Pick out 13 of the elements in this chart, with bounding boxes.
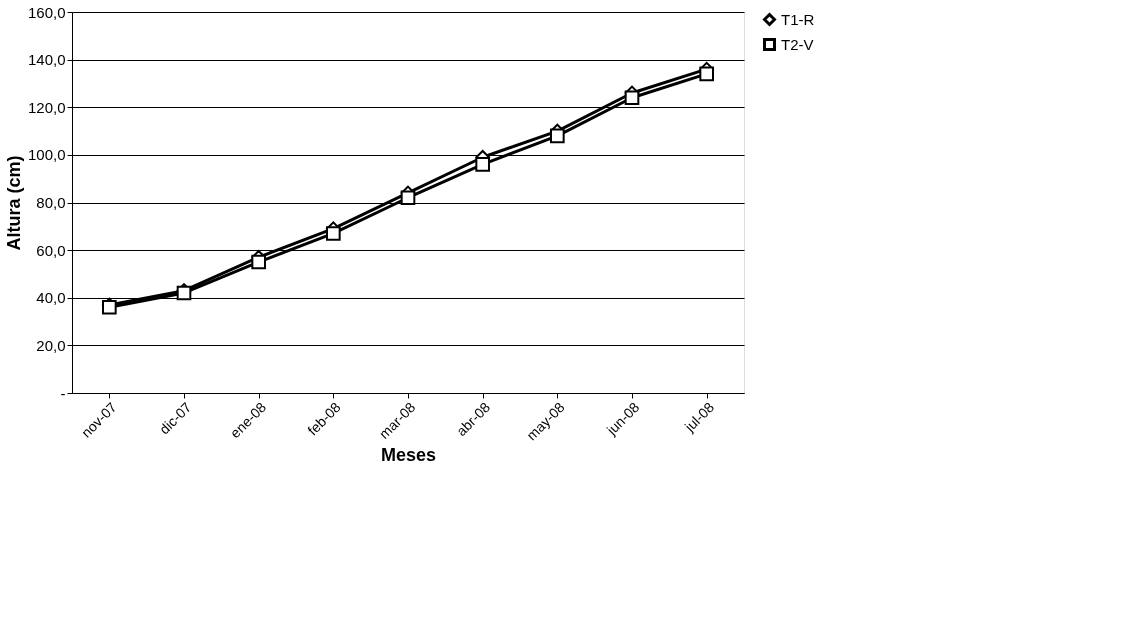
y-tick-label: 140,0: [27, 51, 66, 69]
y-tick-label: 80,0: [36, 194, 66, 211]
y-tick-label: 160,0: [27, 3, 66, 21]
y-tick-label: 40,0: [36, 289, 66, 307]
legend-label: T2-V: [781, 35, 814, 53]
y-tick-label: -: [60, 384, 66, 402]
y-tick-label: 120,0: [27, 98, 66, 116]
y-tick-label: 20,0: [36, 336, 66, 354]
x-axis-title: Meses: [380, 445, 437, 466]
y-tick-label: 100,0: [27, 146, 66, 164]
legend-label: T1-R: [781, 10, 815, 28]
y-tick-label: 60,0: [36, 241, 66, 259]
y-axis-title: Altura (cm): [3, 155, 24, 251]
